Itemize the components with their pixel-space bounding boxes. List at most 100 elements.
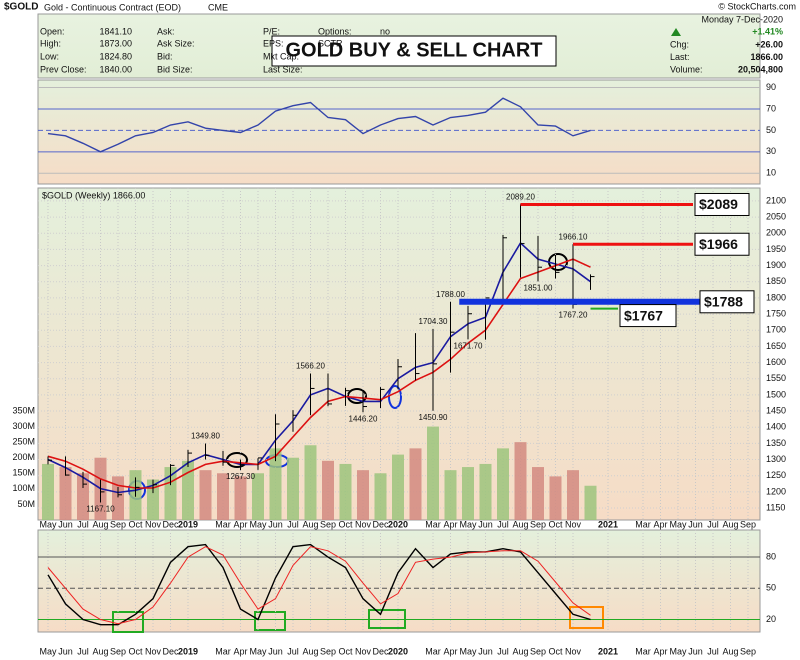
x-tick-label: Dec: [372, 519, 389, 529]
price-annotation: 1267.30: [226, 472, 255, 481]
x-tick-label: Jul: [497, 519, 509, 529]
up-arrow: [671, 28, 681, 36]
signal-box: [368, 609, 406, 629]
y-tick-label: 1250: [766, 470, 786, 480]
quote-label: Volume:: [670, 64, 703, 74]
x-tick-label: 2019: [178, 646, 198, 656]
volume-bar: [304, 445, 317, 520]
level-label: $1788: [704, 293, 743, 309]
volume-bar: [479, 463, 492, 520]
y-tick-label: 70: [766, 103, 776, 113]
price-annotation: 1349.80: [191, 432, 220, 441]
level-label-box: [699, 290, 755, 314]
info-value: 1840.00: [99, 64, 132, 74]
symbol: $GOLD: [4, 2, 38, 13]
x-tick-label: Sep: [110, 519, 126, 529]
volume-tick-label: 300M: [12, 421, 35, 431]
volume-bar: [269, 448, 282, 520]
volume-bar: [234, 476, 247, 520]
x-tick-label: Apr: [443, 646, 457, 656]
x-tick-label: Aug: [722, 519, 738, 529]
x-tick-label: Nov: [355, 646, 372, 656]
price-annotation: 1167.10: [86, 505, 115, 514]
price-annotation: 1767.20: [559, 311, 588, 320]
x-tick-label: Mar: [215, 646, 231, 656]
description: Gold - Continuous Contract (EOD): [44, 2, 181, 12]
x-tick-label: May: [249, 519, 267, 529]
stochastic-panel: [37, 529, 761, 633]
info-label: Prev Close:: [40, 64, 87, 74]
x-tick-label: Sep: [740, 519, 756, 529]
x-tick-label: Apr: [233, 646, 247, 656]
x-tick-label: Oct: [548, 519, 563, 529]
info-label: Ask:: [157, 26, 175, 36]
volume-bar: [532, 467, 544, 520]
x-tick-label: May: [249, 646, 267, 656]
y-tick-label: 1700: [766, 325, 786, 335]
x-tick-label: Aug: [722, 646, 738, 656]
volume-tick-label: 200M: [12, 452, 35, 462]
x-tick-label: Jun: [268, 646, 283, 656]
x-tick-label: May: [669, 519, 687, 529]
y-tick-label: 1450: [766, 405, 786, 415]
x-tick-label: Apr: [653, 646, 667, 656]
volume-tick-label: 100M: [12, 483, 35, 493]
x-tick-label: Jul: [287, 646, 299, 656]
y-tick-label: 50: [766, 583, 776, 593]
info-value: no: [380, 26, 390, 36]
info-label: P/E:: [263, 26, 280, 36]
x-tick-label: Dec: [372, 646, 389, 656]
volume-bar: [59, 467, 72, 520]
x-tick-label: Jul: [497, 646, 509, 656]
volume-bar: [322, 460, 334, 520]
info-label: Bid Size:: [157, 64, 193, 74]
y-tick-label: 30: [766, 146, 776, 156]
x-tick-label: Sep: [530, 646, 546, 656]
x-tick-label: Mar: [635, 519, 651, 529]
info-label: Options:: [318, 26, 352, 36]
y-tick-label: 1950: [766, 244, 786, 254]
y-tick-label: 2000: [766, 228, 786, 238]
volume-bar: [514, 442, 527, 520]
x-tick-label: Nov: [145, 519, 162, 529]
x-tick-label: Nov: [565, 519, 582, 529]
x-tick-label: Oct: [128, 519, 143, 529]
volume-bar: [409, 448, 422, 520]
x-tick-label: Jun: [268, 519, 283, 529]
y-tick-label: 2050: [766, 211, 786, 221]
x-tick-label: Apr: [653, 519, 667, 529]
x-tick-label: May: [39, 646, 57, 656]
y-tick-label: 1550: [766, 373, 786, 383]
volume-tick-label: 50M: [17, 499, 35, 509]
y-tick-label: 50: [766, 125, 776, 135]
x-tick-label: May: [669, 646, 687, 656]
x-tick-label: Aug: [302, 646, 318, 656]
x-tick-label: 2020: [388, 646, 408, 656]
x-tick-label: Aug: [92, 519, 108, 529]
x-tick-label: Sep: [110, 646, 126, 656]
info-value: 1841.10: [99, 26, 132, 36]
level-label: $1767: [624, 307, 663, 323]
y-tick-label: 1750: [766, 308, 786, 318]
x-tick-label: Aug: [512, 646, 528, 656]
info-label: Ask Size:: [157, 38, 195, 48]
volume-bar: [567, 470, 579, 520]
info-label: SCTR: [318, 38, 343, 48]
y-tick-label: 1350: [766, 438, 786, 448]
oval: [388, 385, 402, 409]
y-tick-label: 1200: [766, 486, 786, 496]
y-tick-label: 1600: [766, 357, 786, 367]
quote-label: Chg:: [670, 39, 689, 49]
quote-label: Last:: [670, 52, 690, 62]
info-label: Open:: [40, 26, 65, 36]
signal-box: [254, 611, 286, 631]
x-tick-label: Jul: [707, 519, 719, 529]
x-tick-label: Nov: [565, 646, 582, 656]
x-tick-label: 2021: [598, 519, 618, 529]
x-tick-label: Sep: [740, 646, 756, 656]
y-tick-label: 1650: [766, 341, 786, 351]
y-tick-label: 1900: [766, 260, 786, 270]
x-tick-label: Sep: [320, 519, 336, 529]
signal-box: [569, 606, 604, 629]
banner: GOLD BUY & SELL CHART: [285, 39, 542, 61]
